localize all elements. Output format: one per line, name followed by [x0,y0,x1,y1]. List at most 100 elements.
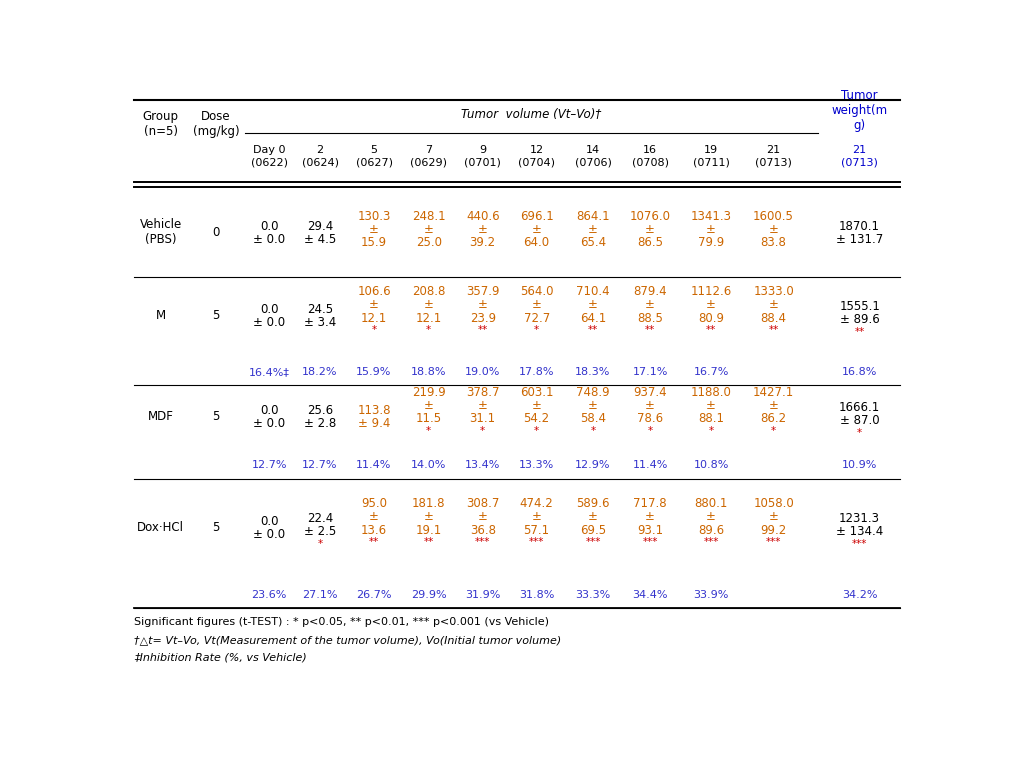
Text: 378.7: 378.7 [466,386,499,399]
Text: 12.7%: 12.7% [251,460,287,470]
Text: 88.5: 88.5 [637,312,663,325]
Text: 589.6: 589.6 [576,497,609,510]
Text: 11.4%: 11.4% [356,460,391,470]
Text: 57.1: 57.1 [524,523,550,537]
Text: 5: 5 [212,521,220,534]
Text: 23.9: 23.9 [469,312,495,325]
Text: 17.8%: 17.8% [519,367,554,377]
Text: 603.1: 603.1 [520,386,553,399]
Text: 86.5: 86.5 [637,237,663,249]
Text: 18.2%: 18.2% [303,367,338,377]
Text: 1427.1: 1427.1 [753,386,794,399]
Text: ***: *** [703,537,718,547]
Text: ±: ± [588,510,598,523]
Text: 13.6: 13.6 [361,523,387,537]
Text: 26.7%: 26.7% [356,590,391,600]
Text: 14
(0706): 14 (0706) [574,145,611,167]
Text: 23.6%: 23.6% [251,590,287,600]
Text: Day 0
(0622): Day 0 (0622) [250,145,288,167]
Text: 36.8: 36.8 [470,523,495,537]
Text: 15.9%: 15.9% [356,367,391,377]
Text: Tumor  volume (​Vt–Vo)†: Tumor volume (​Vt–Vo)† [461,109,601,121]
Text: 13.3%: 13.3% [519,460,554,470]
Text: 18.8%: 18.8% [411,367,447,377]
Text: 0.0: 0.0 [260,404,278,417]
Text: **: ** [645,325,655,335]
Text: Vehicle
(PBS): Vehicle (PBS) [139,218,182,246]
Text: ±: ± [369,223,379,236]
Text: ‡Inhibition Rate (%, vs Vehicle): ‡Inhibition Rate (%, vs Vehicle) [134,653,307,663]
Text: 181.8: 181.8 [412,497,446,510]
Text: ±: ± [424,399,434,412]
Text: 88.1: 88.1 [698,412,724,426]
Text: 11.4%: 11.4% [633,460,668,470]
Text: **: ** [855,327,865,337]
Text: *: * [426,426,431,436]
Text: 12.7%: 12.7% [303,460,338,470]
Text: **: ** [424,537,434,547]
Text: 21
(0713): 21 (0713) [842,145,878,167]
Text: *: * [771,426,776,436]
Text: ±: ± [645,298,655,312]
Text: 21
(0713): 21 (0713) [755,145,792,167]
Text: 130.3: 130.3 [357,210,390,223]
Text: MDF: MDF [147,410,174,423]
Text: 18.3%: 18.3% [575,367,610,377]
Text: 64.1: 64.1 [580,312,606,325]
Text: 474.2: 474.2 [520,497,554,510]
Text: **: ** [588,325,598,335]
Text: 7
(0629): 7 (0629) [411,145,447,167]
Text: 1666.1: 1666.1 [839,401,880,414]
Text: 69.5: 69.5 [580,523,606,537]
Text: 10.8%: 10.8% [693,460,728,470]
Text: ±: ± [424,510,434,523]
Text: ±: ± [478,510,487,523]
Text: ±: ± [369,510,379,523]
Text: ±: ± [706,510,716,523]
Text: 1188.0: 1188.0 [690,386,732,399]
Text: 33.3%: 33.3% [575,590,610,600]
Text: *: * [708,426,713,436]
Text: 17.1%: 17.1% [633,367,668,377]
Text: 710.4: 710.4 [576,285,609,298]
Text: ±: ± [769,510,779,523]
Text: 19.1: 19.1 [416,523,442,537]
Text: 5: 5 [212,410,220,423]
Text: ±: ± [706,399,716,412]
Text: 1058.0: 1058.0 [754,497,794,510]
Text: ±: ± [706,298,716,312]
Text: 22.4: 22.4 [307,512,333,525]
Text: ±: ± [424,298,434,312]
Text: ± 0.0: ± 0.0 [253,233,286,246]
Text: 248.1: 248.1 [412,210,446,223]
Text: 31.1: 31.1 [469,412,495,426]
Text: *: * [318,539,323,549]
Text: 564.0: 564.0 [520,285,553,298]
Text: *: * [480,426,485,436]
Text: ***: *** [529,537,544,547]
Text: Dox·HCl: Dox·HCl [137,521,184,534]
Text: 5
(0627): 5 (0627) [355,145,393,167]
Text: Significant figures (t-TEST) : * p<0.05, ** p<0.01, *** p<0.001 (vs Vehicle): Significant figures (t-TEST) : * p<0.05,… [134,617,549,627]
Text: 79.9: 79.9 [698,237,724,249]
Text: 72.7: 72.7 [524,312,550,325]
Text: ±: ± [532,298,542,312]
Text: 1333.0: 1333.0 [754,285,794,298]
Text: 717.8: 717.8 [634,497,667,510]
Text: 1231.3: 1231.3 [839,512,880,525]
Text: ±: ± [645,399,655,412]
Text: 357.9: 357.9 [466,285,499,298]
Text: ±: ± [588,399,598,412]
Text: ±: ± [532,510,542,523]
Text: 15.9: 15.9 [361,237,387,249]
Text: ±: ± [769,399,779,412]
Text: ± 0.0: ± 0.0 [253,316,286,330]
Text: ±: ± [588,223,598,236]
Text: **: ** [369,537,379,547]
Text: 9
(0701): 9 (0701) [464,145,501,167]
Text: *: * [534,325,539,335]
Text: **: ** [706,325,716,335]
Text: †△t= Vt–Vo, Vt(Measurement of the tumor volume), Vo(Initial tumor volume): †△t= Vt–Vo, Vt(Measurement of the tumor … [134,635,561,645]
Text: Tumor
weight(m
g): Tumor weight(m g) [831,89,888,132]
Text: *: * [648,426,653,436]
